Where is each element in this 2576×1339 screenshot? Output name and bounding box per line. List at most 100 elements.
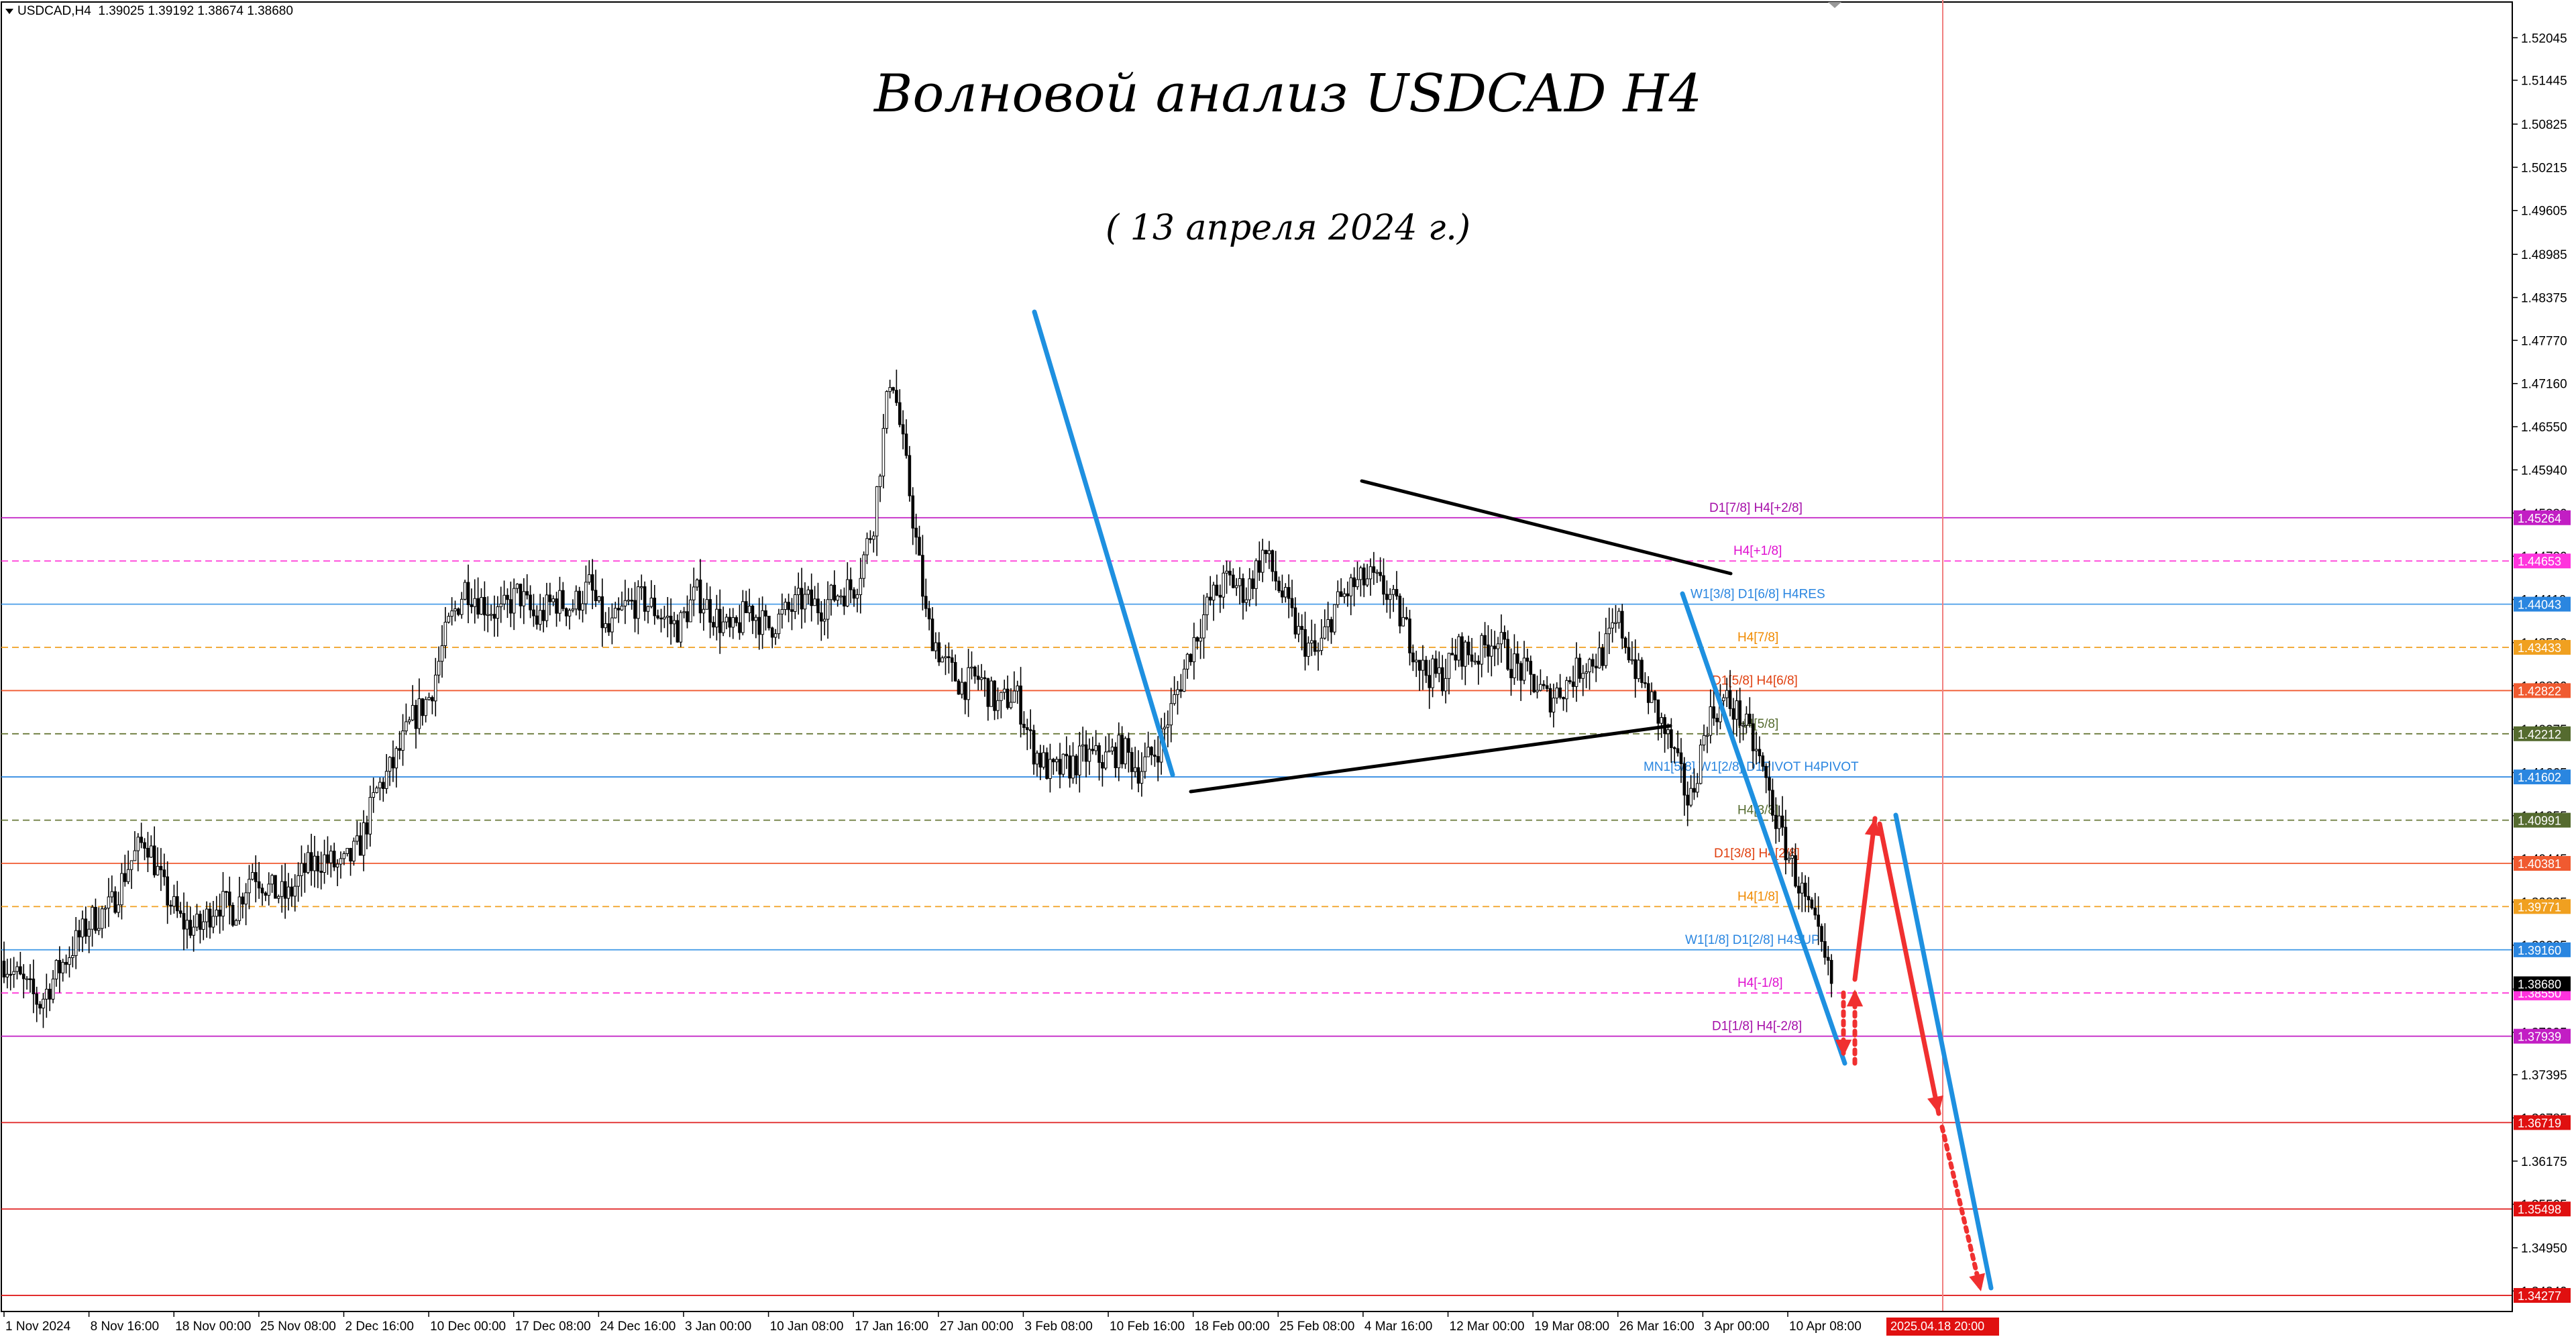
candle-body xyxy=(820,612,823,622)
candle-body xyxy=(1646,683,1650,703)
candle-body xyxy=(1672,747,1676,749)
candle-body xyxy=(682,611,686,613)
candle-body xyxy=(509,599,513,614)
candle-body xyxy=(48,989,52,1000)
candle-body xyxy=(1173,694,1176,704)
candle-body xyxy=(1571,681,1575,687)
forecast-arrow-final-head xyxy=(1969,1273,1986,1291)
level-price-badge xyxy=(2514,1028,2571,1044)
candle-body xyxy=(927,608,931,620)
candle-body xyxy=(21,973,25,979)
candle-body xyxy=(721,621,725,633)
candle-body xyxy=(855,594,859,599)
candle-body xyxy=(1035,753,1039,765)
candle-body xyxy=(590,574,594,591)
candle-body xyxy=(280,881,284,897)
current-price-badge-text: 1.38680 xyxy=(2518,977,2561,991)
candle-body xyxy=(1829,959,1833,984)
time-tick-label: 1 Nov 2024 xyxy=(5,1320,71,1334)
candle-body xyxy=(1232,574,1235,588)
candle-body xyxy=(705,599,709,610)
candle-body xyxy=(407,719,411,722)
candle-body xyxy=(1542,684,1546,686)
candle-body xyxy=(117,904,120,913)
candle-body xyxy=(1208,596,1212,601)
level-label: D1[5/8] H4[6/8] xyxy=(1712,674,1798,688)
candle-body xyxy=(754,617,758,621)
candle-body xyxy=(1026,727,1029,731)
candle-body xyxy=(564,608,568,617)
level-price-badge-text: 1.41602 xyxy=(2518,771,2561,784)
candle-body xyxy=(1346,593,1350,596)
candle-body xyxy=(1473,660,1477,663)
candle-body xyxy=(970,666,973,669)
price-tick-label: 1.51445 xyxy=(2521,74,2567,89)
candle-body xyxy=(365,822,369,835)
candle-body xyxy=(1434,658,1438,674)
candle-body xyxy=(787,602,790,610)
candle-body xyxy=(5,973,9,977)
candle-body xyxy=(1803,882,1807,897)
candle-body xyxy=(773,633,777,638)
candle-body xyxy=(1614,622,1617,625)
candle-body xyxy=(643,586,647,612)
candle-body xyxy=(1362,568,1366,586)
candle-body xyxy=(123,873,127,882)
candle-body xyxy=(208,908,212,928)
candle-body xyxy=(1466,641,1470,655)
candle-body xyxy=(953,661,957,682)
candle-body xyxy=(1150,747,1153,755)
candle-body xyxy=(257,881,261,889)
candle-body xyxy=(1499,632,1503,645)
candle-body xyxy=(270,875,274,885)
candle-body xyxy=(1810,899,1814,908)
candle-body xyxy=(1464,641,1467,667)
candle-body xyxy=(1303,629,1307,657)
candle-body xyxy=(1260,549,1265,573)
candle-body xyxy=(182,913,186,930)
candle-body xyxy=(1447,653,1451,679)
candle-body xyxy=(548,594,552,602)
candle-body xyxy=(1267,550,1271,554)
candle-body xyxy=(1228,570,1232,576)
candle-body xyxy=(1009,702,1013,708)
candle-body xyxy=(833,584,837,601)
candle-body xyxy=(293,886,297,897)
candle-body xyxy=(1052,759,1055,763)
candle-body xyxy=(1136,767,1140,784)
candle-body xyxy=(1558,687,1562,698)
price-tick-label: 1.49605 xyxy=(2521,205,2567,219)
candle-body xyxy=(1503,632,1507,640)
candle-body xyxy=(201,921,205,930)
candle-body xyxy=(679,612,683,643)
candle-body xyxy=(496,606,500,619)
candle-body xyxy=(1372,566,1376,573)
candle-body xyxy=(1002,688,1006,693)
candle-body xyxy=(1117,735,1121,769)
candle-body xyxy=(1470,654,1474,662)
candle-body xyxy=(1807,896,1811,900)
candle-body xyxy=(1391,589,1395,595)
level-price-badge xyxy=(2514,726,2571,741)
candle-body xyxy=(875,486,879,537)
candle-body xyxy=(672,620,676,625)
level-price-badge-text: 1.34277 xyxy=(2518,1289,2561,1303)
candle-body xyxy=(639,586,643,588)
candle-body xyxy=(901,424,905,435)
candle-body xyxy=(1120,735,1124,765)
candle-body xyxy=(692,586,696,600)
candle-body xyxy=(1764,765,1768,778)
time-tick-label: 18 Feb 00:00 xyxy=(1195,1320,1270,1334)
candle-body xyxy=(1359,568,1362,580)
candle-body xyxy=(274,875,277,899)
time-tick-label: 26 Mar 16:00 xyxy=(1619,1320,1695,1334)
candle-body xyxy=(51,978,55,1000)
candle-body xyxy=(1339,591,1343,597)
candle-body xyxy=(1006,688,1010,708)
level-label: H4[7/8] xyxy=(1737,631,1778,645)
candle-body xyxy=(303,863,307,873)
candle-body xyxy=(512,588,516,614)
dropdown-triangle-icon[interactable] xyxy=(5,8,13,14)
candle-body xyxy=(1068,755,1071,779)
